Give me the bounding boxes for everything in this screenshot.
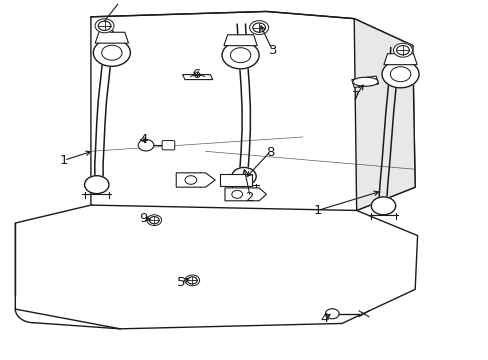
Ellipse shape — [352, 77, 377, 86]
Circle shape — [370, 197, 395, 215]
Text: 6: 6 — [192, 68, 201, 81]
Circle shape — [102, 45, 122, 60]
Text: 7: 7 — [351, 90, 359, 103]
Text: 5: 5 — [177, 276, 185, 289]
Text: 9: 9 — [139, 212, 147, 225]
Circle shape — [147, 215, 161, 226]
Circle shape — [325, 309, 338, 319]
Circle shape — [84, 176, 109, 194]
FancyBboxPatch shape — [162, 140, 174, 150]
Polygon shape — [351, 76, 378, 87]
Text: 1: 1 — [313, 204, 321, 217]
Polygon shape — [182, 75, 212, 80]
Text: 2: 2 — [245, 191, 254, 204]
Text: 3: 3 — [268, 44, 277, 57]
Polygon shape — [224, 35, 257, 46]
Circle shape — [149, 217, 159, 224]
Circle shape — [184, 275, 199, 286]
Polygon shape — [176, 173, 215, 187]
Circle shape — [381, 60, 418, 88]
Polygon shape — [353, 19, 414, 211]
Circle shape — [230, 48, 250, 63]
Polygon shape — [220, 174, 251, 186]
Polygon shape — [95, 32, 128, 43]
Circle shape — [252, 23, 265, 32]
Polygon shape — [224, 188, 266, 201]
Circle shape — [95, 19, 114, 33]
Circle shape — [98, 21, 111, 31]
Circle shape — [231, 190, 242, 198]
Circle shape — [222, 41, 259, 69]
Polygon shape — [383, 54, 416, 65]
Circle shape — [231, 167, 256, 185]
Circle shape — [187, 277, 197, 284]
Circle shape — [184, 176, 196, 184]
Polygon shape — [91, 12, 414, 216]
Circle shape — [93, 39, 130, 66]
Text: 4: 4 — [139, 133, 147, 146]
Text: 4: 4 — [320, 311, 328, 325]
Polygon shape — [15, 205, 417, 329]
Circle shape — [389, 67, 410, 82]
Text: 8: 8 — [265, 145, 273, 158]
Circle shape — [249, 21, 268, 35]
Text: 1: 1 — [60, 154, 68, 167]
Circle shape — [138, 139, 154, 151]
Circle shape — [393, 43, 412, 57]
Circle shape — [396, 45, 408, 55]
